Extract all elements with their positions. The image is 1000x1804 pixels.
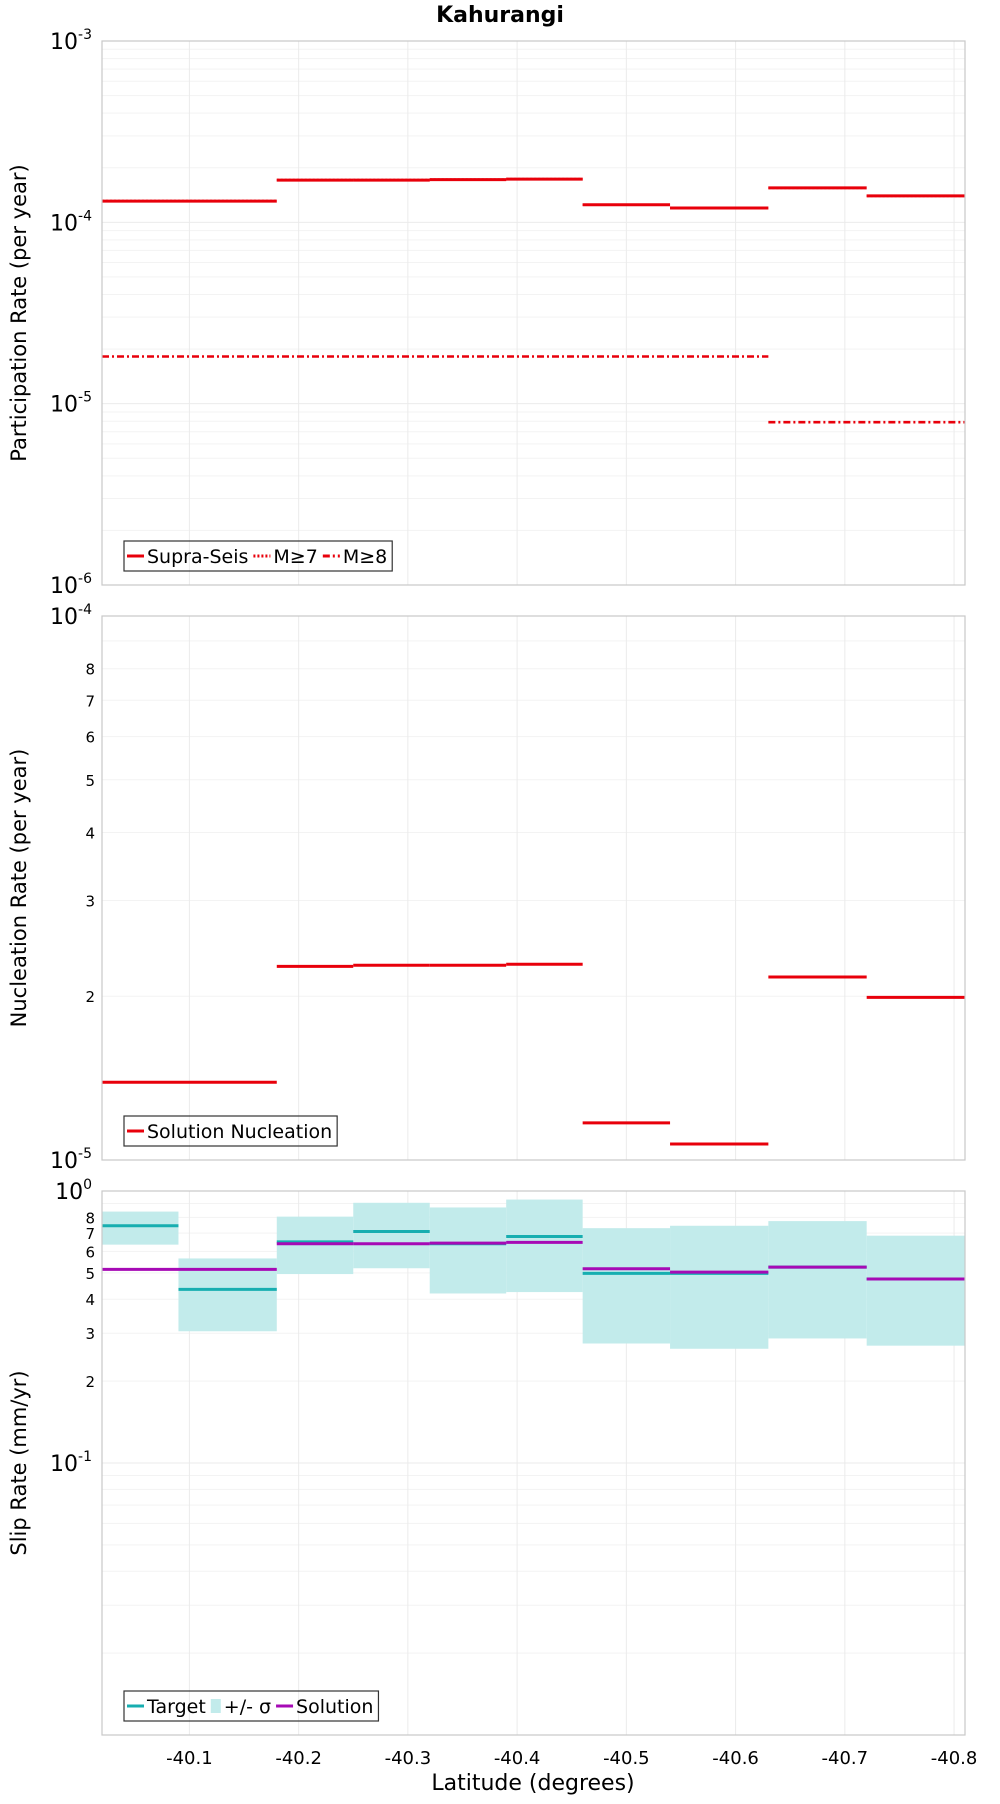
- legend: Solution Nucleation: [123, 1115, 338, 1147]
- legend-swatch: [210, 1699, 221, 1713]
- legend-box: [123, 1115, 338, 1147]
- y-tick-label: 5: [85, 1265, 95, 1283]
- x-tick-label: -40.5: [603, 1748, 650, 1769]
- legend-label: Supra-Seis: [147, 546, 248, 568]
- legend-label: M≥7: [273, 546, 317, 568]
- sigma-band: [429, 1207, 507, 1294]
- y-tick-label: 8: [85, 1209, 95, 1227]
- legend-box: [123, 1690, 380, 1722]
- chart-title: Kahurangi: [436, 3, 564, 28]
- y-axis-label: Slip Rate (mm/yr): [7, 1370, 31, 1555]
- y-tick-label: 5: [85, 772, 95, 790]
- y-tick-label: 10-3: [50, 27, 92, 55]
- legend: Target +/- σ Solution: [123, 1690, 380, 1722]
- y-tick-label: 4: [85, 1291, 95, 1309]
- y-tick-label: 10-4: [50, 208, 92, 236]
- legend-label: M≥8: [343, 546, 387, 568]
- y-tick-label: 10-4: [50, 602, 92, 630]
- y-tick-label: 6: [85, 729, 95, 747]
- y-tick-label: 10-6: [50, 571, 92, 599]
- x-tick-label: -40.4: [494, 1748, 541, 1769]
- y-tick-label: 3: [85, 892, 95, 910]
- x-tick-label: -40.7: [822, 1748, 869, 1769]
- x-tick-label: -40.8: [931, 1748, 978, 1769]
- panel-1: 10-3 10-4 10-5 10-6 Participation Rate (per …: [7, 27, 966, 599]
- legend: Supra-Seis M≥7 M≥8: [123, 540, 393, 572]
- y-tick-label: 3: [85, 1325, 95, 1343]
- panel-3: 100 876 5 4 3 2 10-1 Slip Rate (mm/yr) -40.1 -40.…: [7, 1177, 977, 1769]
- sigma-band: [866, 1235, 965, 1346]
- legend-label: Target: [146, 1696, 206, 1718]
- plot-frame: [101, 40, 966, 586]
- x-tick-label: -40.1: [166, 1748, 213, 1769]
- sigma-band: [582, 1228, 671, 1344]
- y-axis-label: Nucleation Rate (per year): [7, 749, 31, 1028]
- y-tick-label: 7: [85, 692, 95, 710]
- legend-label: Solution: [296, 1696, 373, 1718]
- legend-box: [123, 540, 393, 572]
- y-tick-label: 2: [85, 1373, 95, 1391]
- sigma-band: [768, 1221, 867, 1339]
- legend-label: Solution Nucleation: [147, 1121, 332, 1143]
- sigma-band: [506, 1199, 583, 1293]
- y-tick-label: 7: [85, 1225, 95, 1243]
- y-axis-label: Participation Rate (per year): [7, 164, 31, 461]
- x-axis-label: Latitude (degrees): [431, 1771, 634, 1796]
- legend-label: +/- σ: [224, 1696, 271, 1718]
- y-tick-label: 4: [85, 824, 95, 842]
- x-tick-label: -40.3: [385, 1748, 432, 1769]
- y-tick-label: 10-5: [50, 1146, 92, 1174]
- sigma-band: [276, 1216, 354, 1275]
- y-tick-label: 2: [85, 988, 95, 1006]
- sigma-band: [670, 1225, 769, 1349]
- y-tick-label: 100: [55, 1177, 92, 1205]
- x-tick-label: -40.2: [275, 1748, 322, 1769]
- panel-2: 10-4 8 7 6 5 4 3 2 10-5 Nucleation Rate (per year…: [7, 602, 966, 1174]
- sigma-band: [102, 1211, 179, 1245]
- sigma-band: [353, 1202, 430, 1269]
- plot-frame: [101, 615, 966, 1161]
- y-tick-label: 10-1: [50, 1449, 92, 1477]
- y-tick-label: 10-5: [50, 390, 92, 418]
- y-tick-label: 6: [85, 1243, 95, 1261]
- y-tick-label: 8: [85, 661, 95, 679]
- plot-frame: [101, 1190, 966, 1736]
- x-tick-label: -40.6: [712, 1748, 759, 1769]
